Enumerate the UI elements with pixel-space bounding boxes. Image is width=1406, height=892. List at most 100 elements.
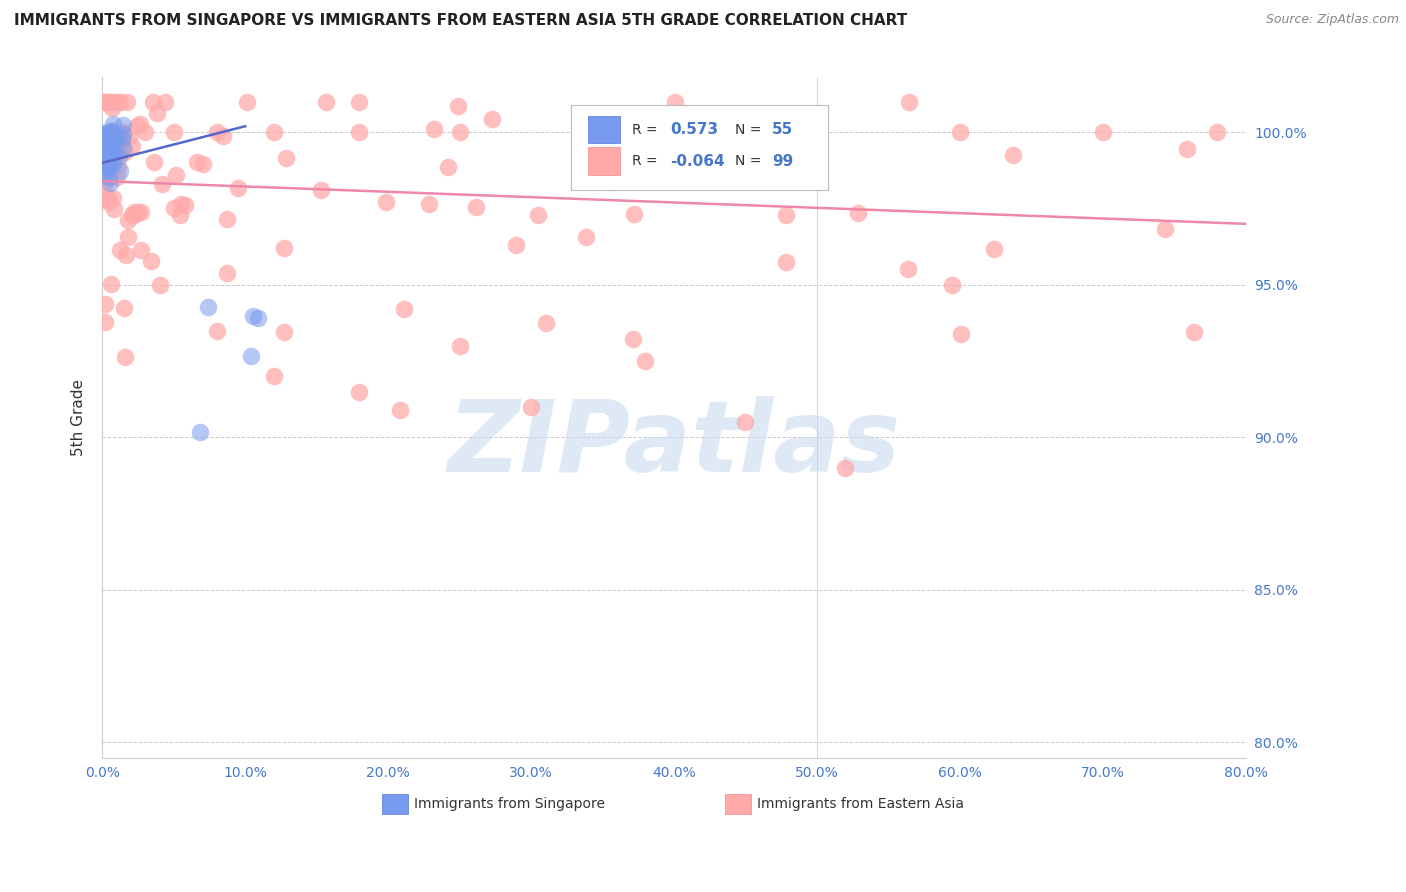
Point [205,125,228,139]
Point [122,205,145,219]
Point [191,157,214,171]
Point [149,278,172,293]
Text: Immigrants from Singapore: Immigrants from Singapore [415,797,606,811]
Point [101,150,124,164]
Point [107,95,129,109]
Point [111,132,134,146]
Point [392,302,415,317]
Point [263,369,285,384]
Point [449,125,471,139]
Point [101,191,124,205]
Point [101,123,124,137]
Point [112,301,135,315]
Point [520,400,543,414]
Point [436,160,458,174]
Point [1153,222,1175,236]
Point [125,119,148,133]
Point [1182,325,1205,339]
Point [111,128,134,142]
Point [101,147,124,161]
Point [100,277,122,292]
Point [98,135,121,149]
Point [165,169,187,183]
Point [100,134,122,148]
Point [94,145,117,160]
Point [197,300,219,314]
Point [96,95,118,109]
Point [246,311,269,326]
Point [101,136,124,150]
Point [93,192,115,206]
FancyBboxPatch shape [571,104,828,190]
Point [110,243,132,257]
Point [96,95,118,109]
Point [242,309,264,323]
Point [897,262,920,277]
Point [103,117,125,131]
Point [98,176,121,190]
Text: R =: R = [631,154,657,168]
Point [94,137,117,152]
Point [423,122,446,136]
Point [111,140,134,154]
FancyBboxPatch shape [382,794,408,814]
Point [170,196,193,211]
Point [97,158,120,172]
Point [263,125,285,139]
Point [349,384,371,399]
Point [111,118,134,132]
Point [127,204,149,219]
Point [94,164,117,178]
Point [103,202,125,217]
Point [94,297,117,311]
Point [142,155,165,169]
Point [100,124,122,138]
Point [121,208,143,222]
Point [481,112,503,127]
Point [205,324,228,338]
Point [1001,148,1024,162]
Point [97,145,120,160]
FancyBboxPatch shape [588,116,620,144]
Point [186,154,208,169]
Point [464,200,486,214]
Point [103,157,125,171]
Point [100,146,122,161]
Point [217,266,239,280]
Point [775,209,797,223]
Point [110,163,132,178]
Text: R =: R = [631,123,657,136]
Point [96,150,118,164]
Point [101,127,124,141]
Text: ZIPatlas: ZIPatlas [447,396,900,493]
Point [155,95,177,109]
Point [949,125,972,139]
Point [311,183,333,197]
Point [104,129,127,144]
Point [117,230,139,244]
Point [101,146,124,161]
Point [97,159,120,173]
Point [273,325,295,339]
Point [349,125,371,139]
Point [621,332,644,346]
Point [169,209,191,223]
Point [112,125,135,139]
Point [623,207,645,221]
Point [897,95,920,109]
Point [97,151,120,165]
Point [98,136,121,150]
Point [846,205,869,219]
Text: IMMIGRANTS FROM SINGAPORE VS IMMIGRANTS FROM EASTERN ASIA 5TH GRADE CORRELATION : IMMIGRANTS FROM SINGAPORE VS IMMIGRANTS … [14,13,907,29]
Point [97,161,120,175]
Point [129,117,152,131]
Point [575,230,598,244]
Point [97,154,120,169]
Point [93,315,115,329]
Point [534,316,557,330]
Point [239,349,262,363]
Point [226,180,249,194]
FancyBboxPatch shape [588,147,620,175]
Point [315,95,337,109]
Point [91,126,114,140]
